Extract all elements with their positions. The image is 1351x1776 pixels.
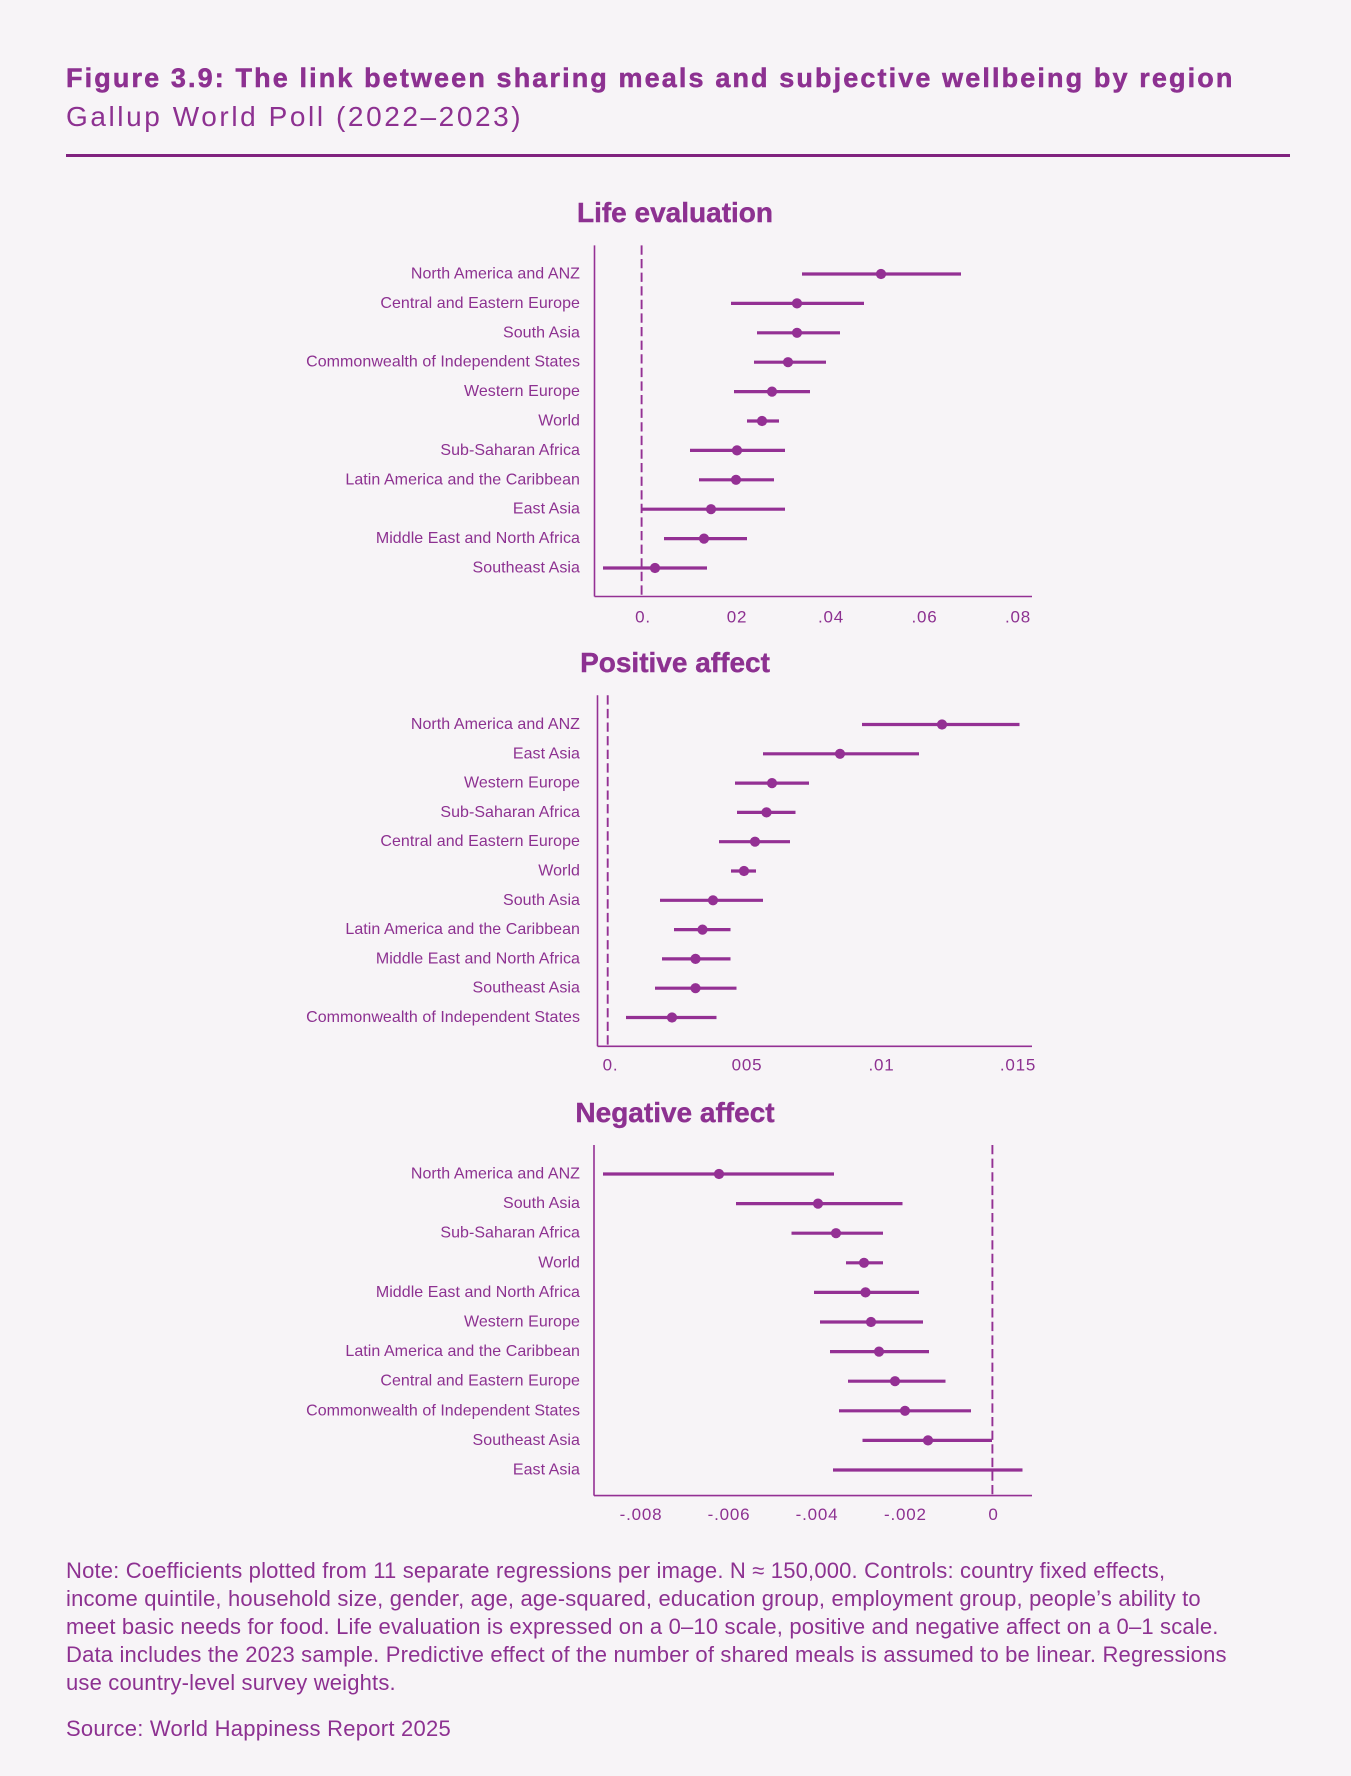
svg-text:Latin America and the Caribbea: Latin America and the Caribbean xyxy=(345,1343,580,1360)
svg-text:.08: .08 xyxy=(1005,608,1031,627)
svg-text:South Asia: South Asia xyxy=(503,1195,580,1212)
svg-text:Sub-Saharan Africa: Sub-Saharan Africa xyxy=(440,1225,580,1242)
svg-text:Sub-Saharan Africa: Sub-Saharan Africa xyxy=(440,442,580,459)
svg-text:Latin America and the Caribbea: Latin America and the Caribbean xyxy=(345,921,580,938)
svg-text:World: World xyxy=(538,413,580,430)
svg-text:-.008: -.008 xyxy=(620,1505,663,1524)
svg-text:Sub-Saharan Africa: Sub-Saharan Africa xyxy=(440,804,580,821)
svg-text:.06: .06 xyxy=(911,608,937,627)
svg-text:East Asia: East Asia xyxy=(513,1462,580,1479)
svg-text:Commonwealth of Independent St: Commonwealth of Independent States xyxy=(306,354,580,371)
svg-text:Middle East and North Africa: Middle East and North Africa xyxy=(376,1284,580,1301)
svg-text:Southeast Asia: Southeast Asia xyxy=(473,560,580,577)
svg-text:Commonwealth of Independent St: Commonwealth of Independent States xyxy=(306,1402,580,1419)
svg-text:Western Europe: Western Europe xyxy=(464,1314,580,1331)
svg-text:Middle East and North Africa: Middle East and North Africa xyxy=(376,950,580,967)
svg-text:Central and Eastern Europe: Central and Eastern Europe xyxy=(380,833,580,850)
svg-text:Central and Eastern Europe: Central and Eastern Europe xyxy=(380,1373,580,1390)
svg-text:South Asia: South Asia xyxy=(503,324,580,341)
svg-text:South Asia: South Asia xyxy=(503,892,580,909)
svg-text:0.: 0. xyxy=(635,608,651,627)
svg-text:East Asia: East Asia xyxy=(513,745,580,762)
svg-text:North America and ANZ: North America and ANZ xyxy=(411,266,580,283)
svg-text:North America and ANZ: North America and ANZ xyxy=(411,1166,580,1183)
svg-text:.015: .015 xyxy=(1000,1056,1036,1075)
svg-text:Southeast Asia: Southeast Asia xyxy=(473,1432,580,1449)
svg-text:.04: .04 xyxy=(818,608,844,627)
svg-text:005: 005 xyxy=(732,1056,763,1075)
svg-text:.01: .01 xyxy=(868,1056,894,1075)
svg-text:Latin America and the Caribbea: Latin America and the Caribbean xyxy=(345,471,580,488)
svg-text:World: World xyxy=(538,1254,580,1271)
svg-text:Western Europe: Western Europe xyxy=(464,775,580,792)
svg-text:-.004: -.004 xyxy=(796,1505,839,1524)
svg-text:East Asia: East Asia xyxy=(513,501,580,518)
svg-text:02: 02 xyxy=(727,608,748,627)
svg-text:Commonwealth of Independent St: Commonwealth of Independent States xyxy=(306,1009,580,1026)
svg-text:World: World xyxy=(538,863,580,880)
svg-text:Middle East and North Africa: Middle East and North Africa xyxy=(376,530,580,547)
svg-text:Western Europe: Western Europe xyxy=(464,383,580,400)
svg-text:Southeast Asia: Southeast Asia xyxy=(473,980,580,997)
svg-text:-.002: -.002 xyxy=(884,1505,927,1524)
svg-text:Central and Eastern Europe: Central and Eastern Europe xyxy=(380,295,580,312)
svg-text:-.006: -.006 xyxy=(708,1505,751,1524)
svg-text:North America and ANZ: North America and ANZ xyxy=(411,716,580,733)
svg-text:0.: 0. xyxy=(603,1056,619,1075)
svg-text:0: 0 xyxy=(988,1505,998,1524)
